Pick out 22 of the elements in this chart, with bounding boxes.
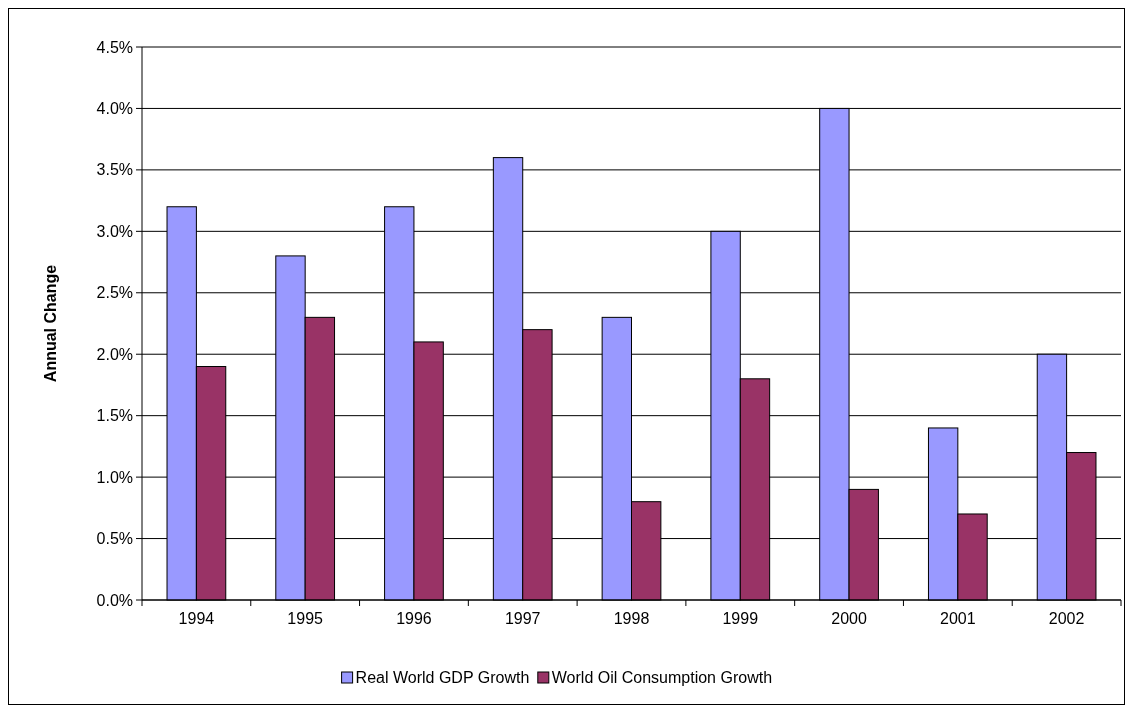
y-tick-label: 3.5%: [96, 161, 133, 179]
y-tick-label: 1.0%: [96, 468, 133, 486]
x-tick-label: 1997: [504, 610, 541, 627]
x-tick-label: 2001: [940, 610, 976, 627]
legend-label: Real World GDP Growth: [355, 669, 530, 686]
x-tick-label: 1995: [287, 610, 324, 627]
y-tick-label: 4.5%: [96, 38, 133, 56]
x-tick-label: 2000: [831, 610, 867, 627]
x-tick-label: 1999: [722, 610, 759, 627]
x-tick-label: 1996: [396, 610, 432, 627]
x-tick-label: 1994: [178, 610, 215, 627]
y-tick-label: 3.0%: [96, 222, 133, 240]
y-axis-title: Annual Change: [42, 264, 59, 383]
y-tick-label: 1.5%: [96, 407, 133, 425]
y-tick-label: 0.5%: [96, 530, 133, 548]
y-tick-label: 2.0%: [96, 345, 133, 363]
x-tick-label: 1998: [613, 610, 650, 627]
x-tick-label: 2002: [1048, 610, 1085, 627]
y-tick-label: 0.0%: [96, 591, 133, 609]
y-tick-label: 2.5%: [96, 284, 133, 302]
y-tick-label: 4.0%: [96, 100, 133, 118]
legend-label: World Oil Consumption Growth: [551, 669, 773, 686]
